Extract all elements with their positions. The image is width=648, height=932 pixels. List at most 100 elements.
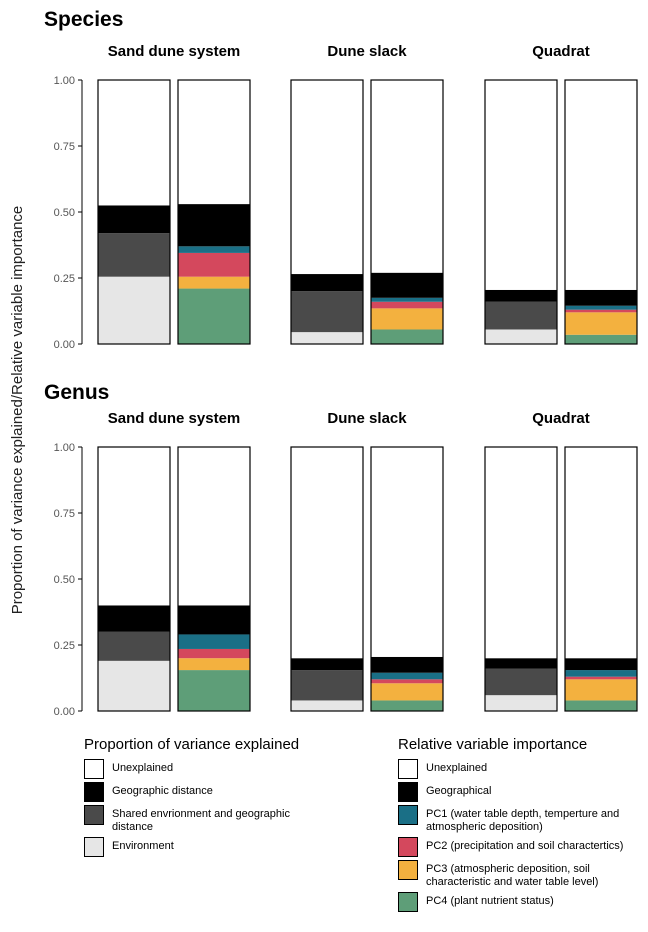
legend-label: Shared envrionment and geographic distan… <box>112 808 290 833</box>
bar-outline <box>484 446 558 712</box>
legend-label: PC4 (plant nutrient status) <box>426 895 554 907</box>
bar-segment-shared <box>291 670 363 701</box>
panel-title: Quadrat <box>532 43 590 60</box>
bar-outline <box>484 79 558 345</box>
bar-outline <box>97 79 171 345</box>
bar-segment-pc3 <box>178 658 250 671</box>
legend-title: Proportion of variance explained <box>84 736 300 753</box>
bar-segment-unexplained <box>291 80 363 275</box>
bar-segment-pc4 <box>371 329 443 344</box>
legend-items: Unexplained Geographic distance Shared env… <box>84 759 312 857</box>
bar-outline <box>177 79 251 345</box>
panel-dune-slack: Dune slack <box>290 410 444 712</box>
legend-swatch <box>398 805 418 825</box>
bar-segment-unexplained <box>98 80 170 206</box>
legend-label: PC3 (atmospheric deposition, soil charac… <box>426 863 599 888</box>
bar-segment-shared <box>98 631 170 661</box>
bar-segment-geographic <box>291 274 363 292</box>
y-tick-label: 0.25 <box>54 640 75 652</box>
section-genus: Genus 1.00 0.75 0.50 0.25 0.00 Sand dune syste… <box>44 381 638 718</box>
bar-segment-geographic <box>485 289 557 302</box>
bar-segment-pc3 <box>371 308 443 330</box>
bar-outline <box>370 79 444 345</box>
legend-item-geographic: Geographical <box>398 782 626 802</box>
bar-outline <box>290 446 364 712</box>
bar-segment-geographic <box>98 605 170 632</box>
bar-segment-environment <box>98 660 170 711</box>
legend-item-pc4: PC4 (plant nutrient status) <box>398 892 626 912</box>
bar-segment-unexplained <box>178 447 250 606</box>
bar-segment-unexplained <box>178 80 250 205</box>
bar-segment-pc1 <box>371 672 443 680</box>
legend-swatch <box>398 860 418 880</box>
bar-outline <box>97 446 171 712</box>
bar-segment-pc3 <box>178 276 250 289</box>
legend-swatch <box>398 892 418 912</box>
y-tick-label: 0.50 <box>54 207 75 219</box>
bar-segment-pc1 <box>178 634 250 649</box>
legend-relative-importance: Relative variable importance Unexplained… <box>398 736 626 915</box>
legend-label: Geographic distance <box>112 785 213 797</box>
legend-variance-explained: Proportion of variance explained Unexpla… <box>84 736 312 860</box>
bar-segment-unexplained <box>565 447 637 659</box>
legend-item-shared: Shared envrionment and geographic distan… <box>84 805 312 834</box>
y-tick-label: 0.00 <box>54 706 75 718</box>
legend-swatch <box>398 782 418 802</box>
bar-segment-unexplained <box>565 80 637 290</box>
bar-segment-environment <box>485 329 557 344</box>
bar-segment-unexplained <box>485 80 557 290</box>
legend-swatch <box>398 759 418 779</box>
bar-outline <box>370 446 444 712</box>
bar-segment-pc4 <box>371 700 443 711</box>
bar-segment-shared <box>291 291 363 333</box>
bar-segment-environment <box>291 700 363 711</box>
bar-segment-environment <box>98 276 170 344</box>
legend-item-pc3: PC3 (atmospheric deposition, soil charac… <box>398 860 626 889</box>
y-tick-label: 1.00 <box>54 75 75 87</box>
bar-segment-geographic <box>565 289 637 306</box>
y-axis-label: Proportion of variance explained/Relativ… <box>9 206 26 615</box>
legend-item-environment: Environment <box>84 837 312 857</box>
bar-outline <box>177 446 251 712</box>
legend-items: Unexplained Geographical PC1 (water table … <box>398 759 626 912</box>
bar-segment-pc2 <box>178 648 250 659</box>
bar-segment-pc1 <box>178 246 250 253</box>
bar-segment-pc2 <box>371 301 443 309</box>
bar-segment-pc4 <box>178 288 250 344</box>
bar-outline <box>564 79 638 345</box>
bar-segment-pc2 <box>178 252 250 277</box>
panel-quadrat: Quadrat <box>484 410 638 712</box>
panel-quadrat: Quadrat <box>484 43 638 345</box>
legend-swatch <box>84 837 104 857</box>
legend-swatch <box>84 805 104 825</box>
bar-segment-geographic <box>565 658 637 671</box>
bar-segment-pc4 <box>565 334 637 344</box>
bar-segment-shared <box>485 301 557 330</box>
legend-label: PC2 (precipitation and soil charactertic… <box>426 840 624 852</box>
bar-segment-unexplained <box>371 80 443 273</box>
legend-swatch <box>398 837 418 857</box>
bar-segment-unexplained <box>291 447 363 659</box>
legend-label: PC1 (water table depth, temperture and a… <box>426 808 620 833</box>
y-tick-label: 0.50 <box>54 574 75 586</box>
bar-segment-pc3 <box>565 312 637 335</box>
bar-segment-pc3 <box>371 683 443 701</box>
bar-segment-geographic <box>371 656 443 673</box>
bar-segment-pc1 <box>565 670 637 677</box>
panel-title: Sand dune system <box>108 410 241 427</box>
bar-segment-geographic <box>371 272 443 298</box>
legend-label: Geographical <box>426 785 492 797</box>
legend-swatch <box>84 759 104 779</box>
legend-label: Environment <box>112 840 174 852</box>
section-title: Species <box>44 8 123 31</box>
panel-sand-dune-system: Sand dune system <box>97 43 251 345</box>
legend-swatch <box>84 782 104 802</box>
panel-dune-slack: Dune slack <box>290 43 444 345</box>
bar-segment-pc2 <box>565 676 637 680</box>
legend-item-unexplained: Unexplained <box>398 759 626 779</box>
bar-segment-pc4 <box>178 670 250 711</box>
bar-outline <box>564 446 638 712</box>
panel-sand-dune-system: Sand dune system <box>97 410 251 712</box>
y-tick-label: 0.75 <box>54 508 75 520</box>
bar-segment-pc1 <box>565 305 637 310</box>
